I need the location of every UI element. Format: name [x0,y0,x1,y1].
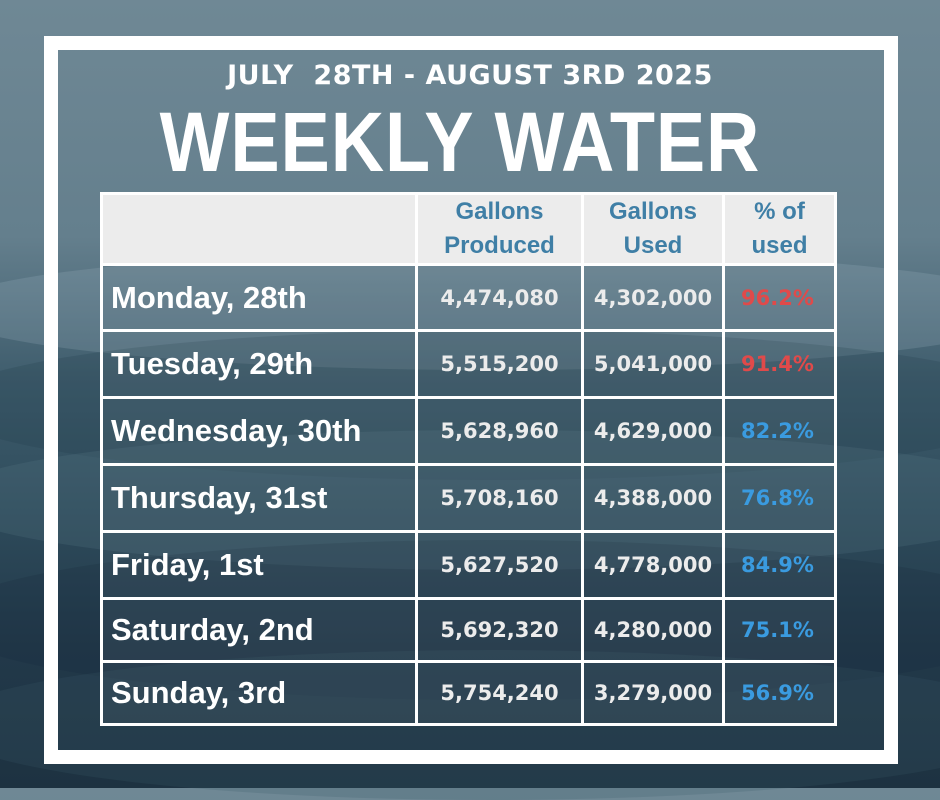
date-range-subtitle: JULY 28TH - AUGUST 3RD 2025 [227,60,713,91]
day-cell: Saturday, 2nd [100,597,418,663]
percent-cell: 76.8% [722,463,837,533]
day-cell: Sunday, 3rd [100,660,418,726]
day-cell: Monday, 28th [100,263,418,332]
day-cell: Tuesday, 29th [100,329,418,399]
table-row: Sunday, 3rd 5,754,240 3,279,000 56.9% [100,660,837,726]
day-cell: Thursday, 31st [100,463,418,533]
used-cell: 4,280,000 [581,597,725,663]
percent-cell: 75.1% [722,597,837,663]
table-row: Monday, 28th 4,474,080 4,302,000 96.2% [100,263,837,332]
table-row: Saturday, 2nd 5,692,320 4,280,000 75.1% [100,597,837,663]
produced-cell: 5,692,320 [415,597,584,663]
percent-cell: 82.2% [722,396,837,466]
produced-cell: 5,708,160 [415,463,584,533]
used-cell: 4,388,000 [581,463,725,533]
used-cell: 4,778,000 [581,530,725,600]
header-percent-used: % of used [722,192,837,266]
day-cell: Wednesday, 30th [100,396,418,466]
produced-cell: 5,515,200 [415,329,584,399]
percent-cell: 56.9% [722,660,837,726]
produced-cell: 5,628,960 [415,396,584,466]
used-cell: 3,279,000 [581,660,725,726]
table-row: Wednesday, 30th 5,628,960 4,629,000 82.2… [100,396,837,466]
percent-cell: 96.2% [722,263,837,332]
produced-cell: 5,754,240 [415,660,584,726]
header-empty-cell [100,192,418,266]
water-usage-table: Gallons Produced Gallons Used % of used … [100,192,837,726]
percent-cell: 91.4% [722,329,837,399]
header-gallons-used: Gallons Used [581,192,725,266]
percent-cell: 84.9% [722,530,837,600]
table-row: Thursday, 31st 5,708,160 4,388,000 76.8% [100,463,837,533]
produced-cell: 5,627,520 [415,530,584,600]
used-cell: 4,302,000 [581,263,725,332]
used-cell: 5,041,000 [581,329,725,399]
table-row: Friday, 1st 5,627,520 4,778,000 84.9% [100,530,837,600]
white-frame [44,36,898,764]
day-cell: Friday, 1st [100,530,418,600]
table-header-row: Gallons Produced Gallons Used % of used [100,192,837,266]
header-gallons-produced: Gallons Produced [415,192,584,266]
produced-cell: 4,474,080 [415,263,584,332]
used-cell: 4,629,000 [581,396,725,466]
table-row: Tuesday, 29th 5,515,200 5,041,000 91.4% [100,329,837,399]
